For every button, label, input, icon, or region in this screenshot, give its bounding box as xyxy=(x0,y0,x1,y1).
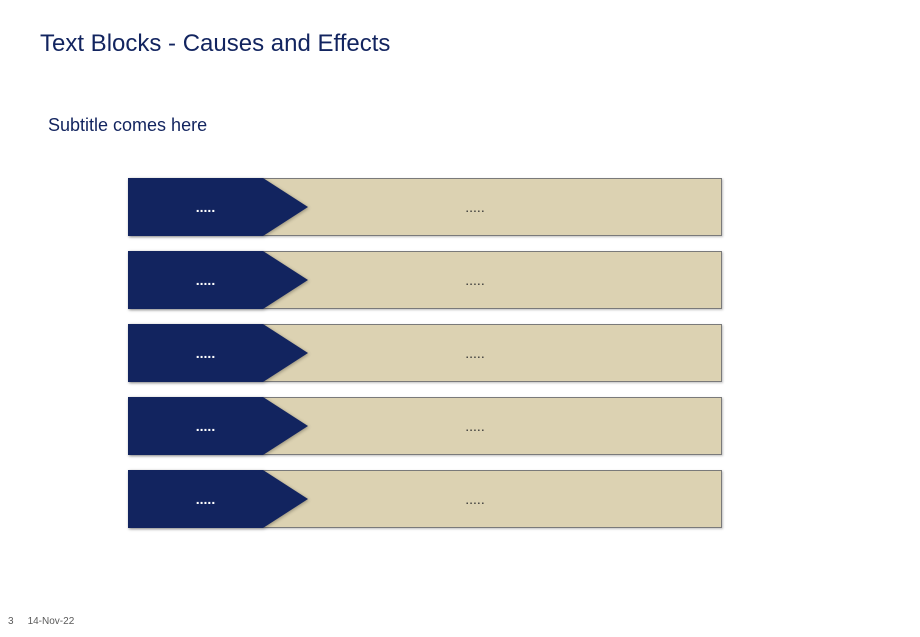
rows-container: ........................................… xyxy=(128,178,722,543)
slide-subtitle: Subtitle comes here xyxy=(48,115,207,136)
cause-arrow: ..... xyxy=(128,470,308,528)
cause-effect-row: .......... xyxy=(128,397,722,455)
page-number: 3 xyxy=(8,616,14,627)
cause-effect-row: .......... xyxy=(128,470,722,528)
slide-footer: 3 14-Nov-22 xyxy=(8,616,74,627)
footer-date: 14-Nov-22 xyxy=(28,616,75,627)
cause-arrow: ..... xyxy=(128,251,308,309)
effect-text: ..... xyxy=(365,491,484,507)
cause-arrow: ..... xyxy=(128,178,308,236)
cause-text: ..... xyxy=(196,491,240,507)
cause-text: ..... xyxy=(196,272,240,288)
cause-arrow: ..... xyxy=(128,397,308,455)
cause-effect-row: .......... xyxy=(128,251,722,309)
cause-arrow: ..... xyxy=(128,324,308,382)
cause-text: ..... xyxy=(196,345,240,361)
cause-effect-row: .......... xyxy=(128,178,722,236)
cause-text: ..... xyxy=(196,199,240,215)
slide-title: Text Blocks - Causes and Effects xyxy=(40,30,390,58)
effect-text: ..... xyxy=(365,272,484,288)
cause-text: ..... xyxy=(196,418,240,434)
effect-text: ..... xyxy=(365,345,484,361)
effect-text: ..... xyxy=(365,199,484,215)
cause-effect-row: .......... xyxy=(128,324,722,382)
slide: Text Blocks - Causes and Effects Subtitl… xyxy=(0,0,920,637)
effect-text: ..... xyxy=(365,418,484,434)
